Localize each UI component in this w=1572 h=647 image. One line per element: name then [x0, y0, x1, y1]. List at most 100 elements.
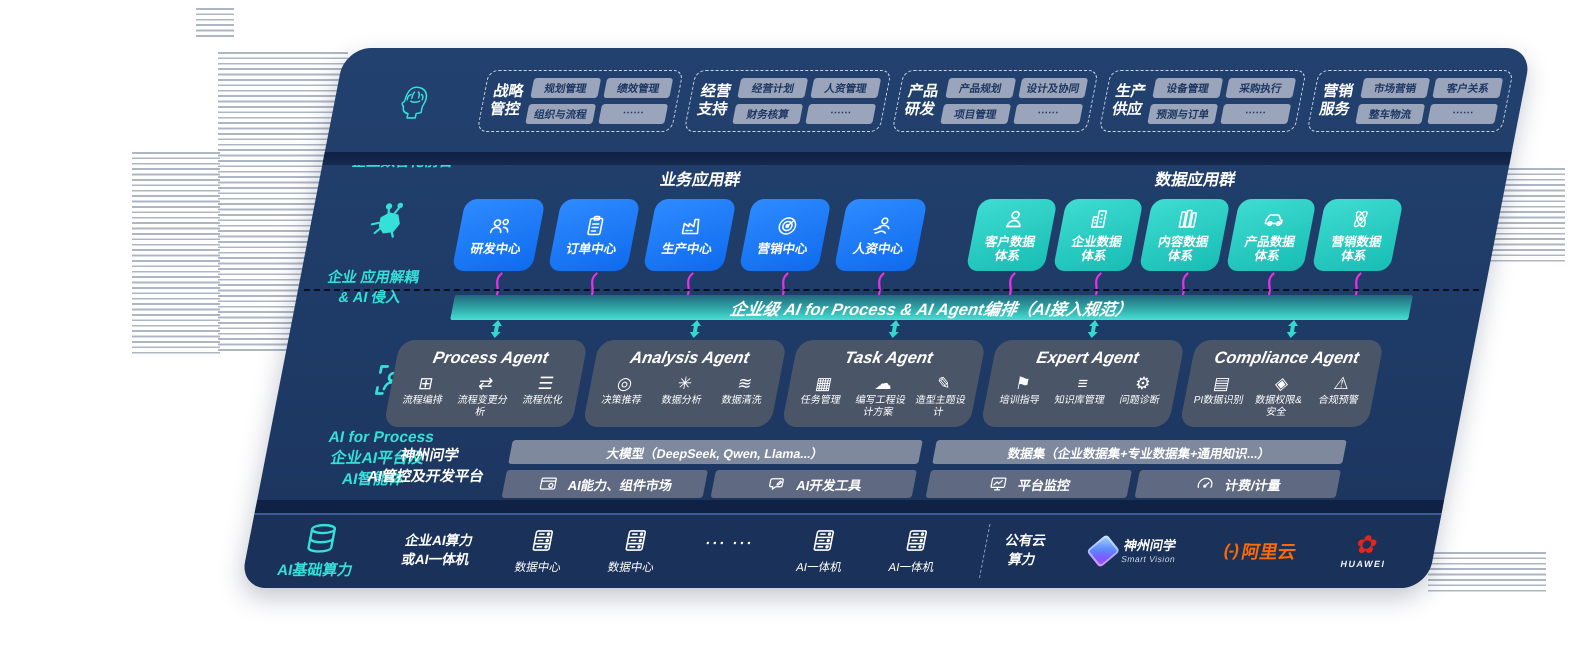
- app-box-production-center: 生产中心: [642, 199, 737, 307]
- dashed-divider: [979, 524, 991, 578]
- app-box-marketing-data: 营销数据 体系: [1312, 199, 1404, 307]
- public-cloud-label: 公有云 算力: [1003, 533, 1048, 567]
- agent-item: ✳ 数据分析: [660, 374, 703, 406]
- chip: ······: [1220, 104, 1291, 124]
- stripe-decoration: [1428, 552, 1546, 594]
- vendor-name: HUAWEI: [1339, 558, 1387, 569]
- optimize-icon: ☰: [536, 374, 556, 393]
- agent-item: ▤ PI数据识别: [1192, 374, 1245, 406]
- node-datacenter-1: 数据中心: [513, 527, 568, 575]
- platform-panel: 大模型（DeepSeek, Qwen, Llama...） AI能力、组件市场 …: [501, 440, 1347, 498]
- chip: ······: [805, 104, 876, 124]
- app-layer-text: 企业 应用解耦 & AI 侵入: [326, 270, 421, 306]
- chip: 设备管理: [1152, 78, 1224, 98]
- pi-data-icon: ▤: [1211, 374, 1232, 393]
- chip: 产品规划: [945, 78, 1016, 98]
- change-analysis-icon: ⇄: [476, 374, 495, 393]
- agent-item: ≋ 数据清洗: [720, 374, 763, 406]
- platform-monitor-icon: [990, 477, 1007, 491]
- agent-compliance: Compliance Agent ▤ PI数据识别 ◈ 数据权限& 安全 ⚠ 合规预警: [1179, 320, 1385, 427]
- agent-title: Process Agent: [431, 349, 550, 367]
- app-box-order-center: 订单中心: [547, 199, 641, 307]
- vendor-alicloud: (-) 阿里云: [1221, 538, 1298, 564]
- agent-title: Expert Agent: [1034, 349, 1141, 367]
- dataset-bar: 数据集（企业数据集+专业数据集+通用知识...）: [932, 440, 1347, 464]
- group-product: 产品 研发 产品规划 设计及协同 项目管理 ······: [891, 70, 1099, 132]
- agent-item: ≡ 知识库管理: [1053, 374, 1106, 406]
- app-box-marketing-center: 营销中心: [738, 199, 833, 307]
- front-office-groups: 战略 管控 规划管理 绩效管理 组织与流程 ······ 经营 支持 经营计划 …: [476, 70, 1514, 132]
- hr-people-icon: [873, 217, 890, 234]
- app-label: 内容数据 体系: [1156, 234, 1210, 263]
- app-label: 企业数据 体系: [1070, 234, 1124, 263]
- vendor-name: 阿里云: [1239, 542, 1298, 562]
- knowledge-icon: ≡: [1075, 374, 1090, 393]
- server-icon: [532, 530, 554, 551]
- billing-chip: 计费/计量: [1134, 470, 1341, 498]
- app-label: 研发中心: [469, 241, 523, 256]
- chip: 项目管理: [940, 104, 1011, 124]
- agent-item: ✎ 造型主题设计: [914, 374, 967, 418]
- car-icon: [1264, 213, 1283, 226]
- vendor-subtitle: Smart Vision: [1120, 553, 1177, 564]
- decision-icon: ◎: [615, 374, 635, 393]
- agent-item: ⚠ 合规预警: [1317, 374, 1360, 406]
- app-label: 产品数据 体系: [1243, 234, 1297, 263]
- customer-icon: [1005, 210, 1021, 227]
- agent-item: ◈ 数据权限& 安全: [1254, 374, 1303, 418]
- alert-icon: ⚠: [1332, 374, 1352, 393]
- monitor-chip: 平台监控: [925, 470, 1132, 498]
- chip: 整车物流: [1354, 104, 1426, 124]
- data-app-group: 数据应用群 客户数据 体系 企业数据 体系: [965, 166, 1410, 307]
- chip: 客户关系: [1432, 78, 1504, 98]
- public-cloud-block: 公有云 算力: [979, 524, 1049, 578]
- double-arrow-icon: [888, 320, 900, 338]
- agent-item: ▦ 任务管理: [799, 374, 842, 406]
- content-books-icon: [1178, 209, 1198, 228]
- huawei-logo-icon: ✿: [1353, 530, 1381, 559]
- molecule-icon: [370, 202, 404, 238]
- platform-label: 神州问学 AI管控及开发平台: [366, 448, 486, 486]
- chip: 财务核算: [732, 104, 804, 124]
- agent-item: ⇄ 流程变更分析: [456, 374, 509, 418]
- gauge-icon: [1197, 477, 1213, 488]
- agent-process: Process Agent ⊞ 流程编排 ⇄ 流程变更分析 ☰ 流程优化: [383, 320, 589, 427]
- design-doc-icon: ☁: [873, 374, 895, 393]
- chip: ······: [1012, 104, 1084, 124]
- app-box-rd-center: 研发中心: [451, 199, 546, 307]
- group-production: 生产 供应 设备管理 采购执行 预测与订单 ······: [1098, 70, 1307, 132]
- dev-tools-icon: [769, 478, 785, 490]
- smart-vision-logo-icon: [1085, 534, 1120, 568]
- head-brain-icon: [401, 86, 428, 119]
- data-apps-header: 数据应用群: [1153, 172, 1237, 189]
- styling-icon: ✎: [934, 374, 953, 393]
- business-app-group: 业务应用群 研发中心 订单中心: [451, 166, 934, 307]
- agent-item: ◎ 决策推荐: [600, 374, 643, 406]
- nodes-ellipsis: ··· ···: [704, 534, 756, 552]
- node-label: 数据中心: [513, 562, 562, 574]
- app-box-hr-center: 人资中心: [834, 199, 928, 307]
- infra-layer-label: AI基础算力: [276, 522, 362, 580]
- agent-title: Compliance Agent: [1212, 349, 1361, 367]
- app-label: 营销中心: [756, 241, 809, 256]
- building-icon: [1091, 209, 1108, 228]
- chip: 绩效管理: [602, 78, 674, 98]
- agent-expert: Expert Agent ⚑ 培训指导 ≡ 知识库管理 ⚙ 问题诊断: [980, 320, 1186, 427]
- group-title: 经营 支持: [695, 83, 733, 118]
- band-text: 企业级 AI for Process & AI Agent编排（AI接入规范）: [728, 300, 1134, 319]
- model-bar: 大模型（DeepSeek, Qwen, Llama...）: [508, 440, 923, 464]
- server-icon: [625, 530, 647, 551]
- node-label: AI一体机: [887, 562, 936, 574]
- main-panel: 企业数智化前台 企业 应用解耦 & AI 侵入 AI for Process 企…: [240, 48, 1532, 588]
- vendor-shenzhou-wenxue: 神州问学 Smart Vision: [1085, 534, 1179, 568]
- double-arrow-icon: [1087, 320, 1099, 338]
- node-datacenter-2: 数据中心: [606, 527, 661, 575]
- chip: 经营计划: [737, 78, 809, 98]
- chip: 预测与订单: [1147, 104, 1219, 124]
- server-icon: [906, 530, 927, 551]
- app-label: 人资中心: [851, 241, 905, 256]
- chip: 规划管理: [530, 78, 601, 98]
- chip: ······: [597, 104, 669, 124]
- infra-row: AI基础算力 企业AI算力 或AI一体机 数据中心 数据中心 ··· ···: [275, 518, 1395, 584]
